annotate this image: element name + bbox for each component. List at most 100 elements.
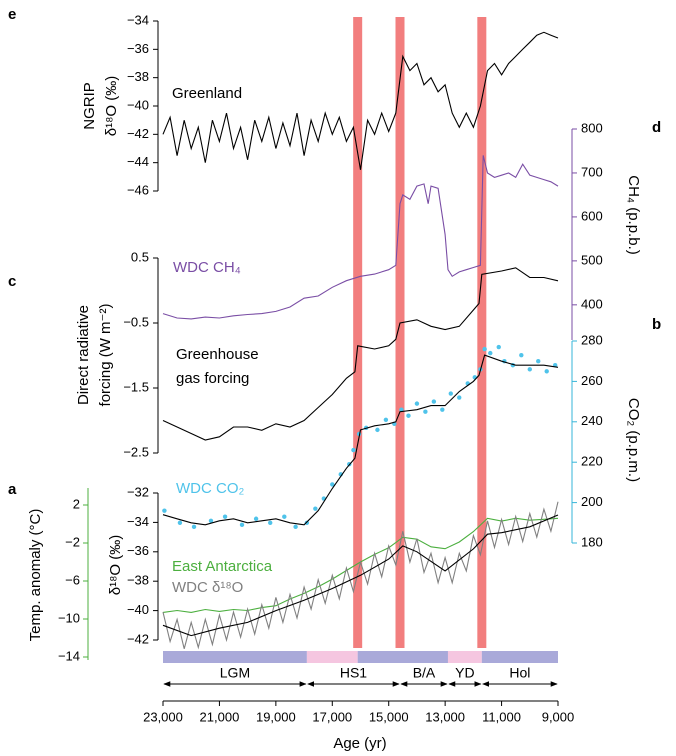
series-label: WDC δ¹⁸O: [172, 579, 244, 596]
y-tick-label: 280: [581, 332, 603, 347]
y-tick-label: 800: [581, 120, 603, 135]
x-tick-label: 11,000: [482, 709, 521, 724]
data-point: [330, 482, 335, 487]
y-tick-label: 600: [581, 208, 603, 223]
background-layer: [353, 17, 487, 648]
y-axis-label: Direct radiative: [75, 305, 92, 405]
data-point: [375, 427, 380, 433]
event-highlight: [477, 17, 487, 648]
period-label: HS1: [340, 665, 367, 681]
y-tick-label: 500: [581, 252, 603, 267]
data-point: [304, 520, 310, 525]
data-point: [431, 399, 437, 404]
y-axis-label: δ¹⁸O (‰): [103, 76, 120, 137]
y-tick-label: −34: [127, 12, 149, 27]
data-point: [527, 367, 532, 372]
y2-tick-label: −14: [58, 648, 80, 663]
y-tick-label: −38: [127, 573, 149, 588]
data-line: [162, 267, 559, 441]
period-band: [481, 651, 558, 663]
y-tick-label: 220: [581, 454, 603, 469]
data-point: [208, 518, 214, 523]
data-point: [253, 516, 259, 521]
data-line: [162, 514, 559, 637]
y-tick-label: −32: [127, 484, 149, 499]
series-label: WDC CO₂: [176, 480, 245, 497]
data-point: [191, 524, 197, 530]
period-label: B/A: [413, 665, 436, 681]
x-tick-label: 9,000: [542, 709, 575, 724]
y2-tick-label: 2: [73, 496, 80, 511]
y2-tick-label: −2: [65, 534, 80, 549]
y-tick-label: −40: [127, 602, 149, 617]
y2-axis-label: Temp. anomaly (°C): [27, 509, 44, 642]
panel-letter: d: [652, 119, 661, 136]
plot-layer: e −46 −44 −42 −40 −38 −36 −34 NGRIP δ¹⁸O (‰) d 400 5…: [8, 6, 661, 752]
panel-letter: e: [8, 6, 16, 23]
y-tick-label: −40: [127, 97, 149, 112]
y2-tick-label: −6: [65, 572, 80, 587]
series-label: East Antarctica: [172, 558, 273, 575]
period-label: YD: [455, 665, 474, 681]
event-highlight: [353, 17, 363, 648]
data-point: [268, 520, 273, 525]
data-point: [519, 352, 524, 358]
period-label: LGM: [220, 665, 250, 681]
y2-tick-label: −10: [58, 610, 80, 625]
series-label: WDC CH₄: [173, 259, 241, 276]
x-tick-label: 19,000: [256, 709, 296, 724]
x-axis-label: Age (yr): [333, 735, 386, 752]
data-point: [448, 391, 453, 396]
data-line: [162, 354, 559, 526]
y-tick-label: −34: [127, 514, 149, 529]
y-tick-label: −36: [127, 543, 149, 558]
panel-letter: c: [8, 273, 16, 290]
y-axis-label: CO₂ (p.p.m.): [625, 398, 642, 482]
y-tick-label: 700: [581, 164, 603, 179]
y-tick-label: −0.5: [123, 314, 149, 329]
data-line: [162, 31, 559, 170]
event-highlight: [395, 17, 405, 648]
data-point: [313, 506, 318, 511]
data-point: [282, 514, 287, 519]
data-point: [544, 369, 549, 374]
period-band: [357, 651, 448, 663]
series-label: Greenland: [172, 85, 243, 102]
data-point: [406, 413, 411, 418]
y-tick-label: −46: [127, 182, 149, 197]
data-point: [536, 359, 541, 364]
data-point: [488, 350, 493, 356]
data-point: [222, 514, 228, 519]
y-tick-label: −42: [127, 126, 149, 141]
data-line: [162, 501, 559, 650]
data-line: [162, 155, 559, 320]
y-tick-label: 0.5: [131, 249, 149, 264]
x-tick-label: 17,000: [312, 709, 352, 724]
y-tick-label: 240: [581, 413, 603, 428]
y-tick-label: −42: [127, 631, 149, 646]
data-point: [496, 344, 501, 350]
x-tick-label: 15,000: [369, 709, 409, 724]
y-tick-label: −38: [127, 69, 149, 84]
x-tick-label: 23,000: [143, 709, 183, 724]
x-tick-label: 21,000: [200, 709, 240, 724]
data-point: [414, 401, 420, 406]
panel-letter: a: [8, 481, 17, 498]
y-tick-label: −44: [127, 154, 149, 169]
panel-letter: b: [652, 316, 661, 333]
y-axis-label: CH₄ (p.p.b.): [625, 175, 642, 254]
data-point: [351, 447, 356, 453]
data-point: [383, 417, 389, 422]
data-point: [482, 346, 487, 352]
data-point: [293, 524, 298, 530]
data-point: [239, 522, 245, 528]
period-band: [306, 651, 358, 663]
series-label: Greenhouse gas forcing: [176, 346, 259, 387]
y-tick-label: 260: [581, 373, 603, 388]
period-label: Hol: [509, 665, 530, 681]
y-tick-label: −2.5: [123, 444, 149, 459]
period-band: [163, 651, 307, 663]
period-band: [447, 651, 482, 663]
